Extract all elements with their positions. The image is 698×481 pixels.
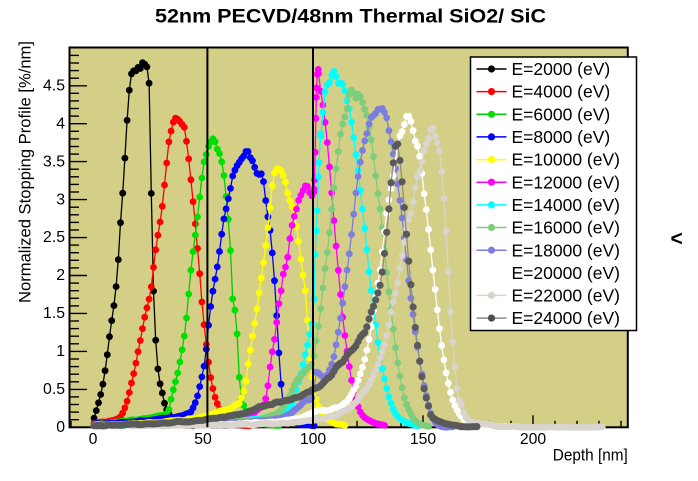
svg-text:<: <: [671, 228, 683, 251]
svg-text:2: 2: [56, 267, 65, 284]
svg-text:3: 3: [56, 191, 65, 208]
svg-text:2.5: 2.5: [43, 229, 65, 246]
svg-text:0: 0: [89, 431, 98, 448]
svg-text:200: 200: [520, 431, 547, 448]
svg-text:0: 0: [56, 419, 65, 436]
svg-text:E=6000 (eV): E=6000 (eV): [512, 104, 611, 124]
svg-text:E=8000 (eV): E=8000 (eV): [512, 127, 611, 147]
svg-text:E=2000 (eV): E=2000 (eV): [512, 59, 611, 79]
svg-text:E=14000 (eV): E=14000 (eV): [512, 195, 620, 215]
svg-text:E=4000 (eV): E=4000 (eV): [512, 82, 611, 102]
svg-text:1: 1: [56, 343, 65, 360]
svg-text:3.5: 3.5: [43, 153, 65, 170]
svg-text:Normalized Stopping Profile [%: Normalized Stopping Profile [%/nm]: [17, 41, 35, 303]
svg-text:4: 4: [56, 115, 65, 132]
svg-text:E=24000 (eV): E=24000 (eV): [512, 308, 620, 328]
svg-text:Depth [nm]: Depth [nm]: [553, 447, 628, 465]
svg-text:E=10000 (eV): E=10000 (eV): [512, 150, 620, 170]
svg-text:E=18000 (eV): E=18000 (eV): [512, 240, 620, 260]
svg-text:E=16000 (eV): E=16000 (eV): [512, 218, 620, 238]
svg-text:52nm PECVD/48nm Thermal SiO2/: 52nm PECVD/48nm Thermal SiO2/ SiC: [155, 6, 546, 28]
svg-text:E=12000 (eV): E=12000 (eV): [512, 172, 620, 192]
svg-text:E=20000 (eV): E=20000 (eV): [512, 263, 620, 283]
svg-text:4.5: 4.5: [43, 78, 65, 95]
svg-text:0.5: 0.5: [43, 381, 65, 398]
svg-text:E=22000 (eV): E=22000 (eV): [512, 286, 620, 306]
svg-text:50: 50: [194, 431, 212, 448]
svg-text:150: 150: [410, 431, 437, 448]
svg-text:1.5: 1.5: [43, 305, 65, 322]
svg-text:100: 100: [300, 431, 327, 448]
